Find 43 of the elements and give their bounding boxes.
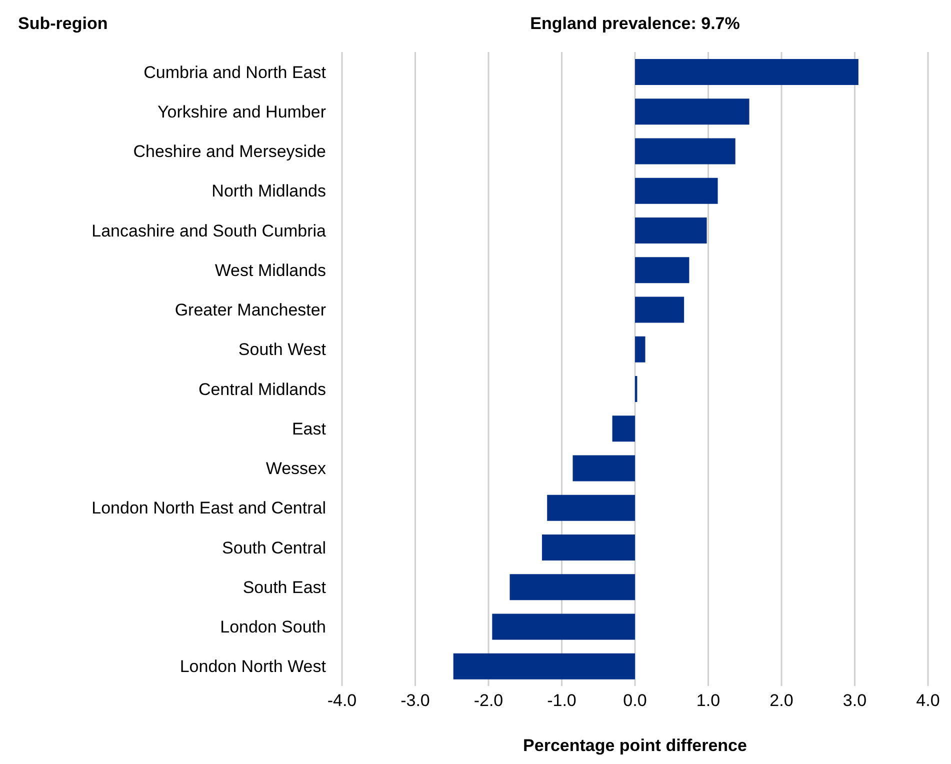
bar: [635, 336, 646, 362]
bar: [492, 614, 635, 640]
y-tick-label: Greater Manchester: [174, 300, 326, 320]
bar: [612, 416, 635, 442]
x-tick-label: 0.0: [623, 691, 647, 710]
y-tick-label: Central Midlands: [198, 380, 326, 399]
x-tick-label: 1.0: [696, 691, 720, 710]
x-tick-label: 2.0: [770, 691, 794, 710]
y-tick-label: Lancashire and South Cumbria: [92, 221, 327, 240]
x-tick-label: 3.0: [842, 691, 867, 710]
y-tick-label: London North East and Central: [92, 498, 326, 518]
y-tick-label: East: [292, 419, 326, 438]
bar: [542, 534, 635, 560]
x-tick-label: 4.0: [916, 691, 940, 710]
y-tick-label: London North West: [180, 657, 326, 676]
y-tick-label: London South: [220, 618, 326, 637]
x-tick-label: -3.0: [400, 691, 430, 710]
bar: [635, 296, 684, 323]
chart-title: England prevalence: 9.7%: [529, 14, 741, 34]
x-tick-label: -1.0: [547, 691, 576, 710]
x-tick-label: -4.0: [327, 691, 357, 710]
bar: [635, 59, 858, 85]
y-tick-label: Wessex: [266, 459, 326, 478]
y-axis-title: Sub-region: [18, 14, 108, 34]
bar: [635, 218, 707, 244]
bar: [510, 574, 635, 600]
bar: [453, 653, 635, 680]
x-tick-label: -2.0: [474, 691, 504, 710]
y-tick-label: North Midlands: [212, 182, 326, 201]
bar: [547, 494, 635, 521]
y-tick-label: South East: [242, 578, 326, 597]
x-axis-title: Percentage point difference: [522, 736, 748, 756]
bar: [635, 257, 690, 284]
bar: [635, 138, 736, 164]
y-tick-label: West Midlands: [214, 260, 326, 280]
y-tick-label: South Central: [222, 538, 326, 558]
bar: [572, 455, 635, 482]
bar: [635, 178, 718, 204]
y-tick-label: South West: [238, 340, 326, 360]
y-tick-label: Yorkshire and Humber: [157, 102, 326, 122]
bar: [635, 98, 750, 125]
y-tick-label: Cheshire and Merseyside: [133, 142, 326, 162]
y-tick-label: Cumbria and North East: [144, 62, 326, 82]
